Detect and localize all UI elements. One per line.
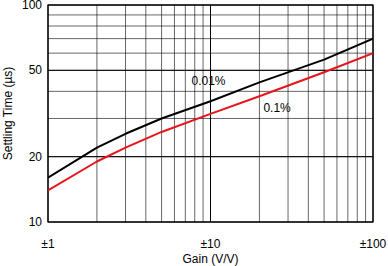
series-labels: 0.01% 0.1% bbox=[191, 74, 291, 115]
minor-grid-line bbox=[194, 5, 195, 222]
x-tick-label: ±10 bbox=[201, 237, 221, 251]
x-tick-label: ±1 bbox=[41, 237, 55, 251]
series-line bbox=[48, 53, 373, 190]
plot-frame bbox=[48, 5, 373, 222]
minor-grid-line bbox=[336, 5, 337, 222]
y-tick-label: 100 bbox=[22, 0, 42, 12]
minor-grid-line bbox=[185, 5, 186, 222]
y-tick-label: 10 bbox=[29, 215, 43, 229]
minor-grid-line bbox=[365, 5, 366, 222]
ticks: ±1 ±10 ±100 10 20 50 100 bbox=[22, 0, 387, 251]
minor-grid-line bbox=[125, 5, 126, 222]
series-group bbox=[48, 39, 373, 191]
x-tick-label: ±100 bbox=[360, 237, 387, 251]
grid-line bbox=[48, 70, 373, 71]
minor-grid-line bbox=[347, 5, 348, 222]
x-axis-title: Gain (V/V) bbox=[182, 252, 238, 266]
minor-grid-line bbox=[308, 5, 309, 222]
minor-grid-line bbox=[48, 156, 373, 157]
minor-grid-line bbox=[96, 5, 97, 222]
minor-grid-line bbox=[324, 5, 325, 222]
chart: ±1 ±10 ±100 10 20 50 100 0.01% 0.1% Gain (V/V) Set… bbox=[0, 0, 388, 266]
minor-grid-line bbox=[357, 5, 358, 222]
series-line bbox=[48, 39, 373, 178]
series-label: 0.1% bbox=[263, 101, 291, 115]
y-axis-title: Settling Time (µs) bbox=[1, 67, 15, 161]
minor-grid-line bbox=[161, 5, 162, 222]
minor-grid-line bbox=[259, 5, 260, 222]
minor-grid-line bbox=[203, 5, 204, 222]
grid-line bbox=[48, 156, 373, 157]
minor-grid-line bbox=[145, 5, 146, 222]
y-tick-label: 20 bbox=[29, 150, 43, 164]
minor-grid bbox=[48, 5, 373, 222]
minor-grid-line bbox=[48, 70, 373, 71]
series-label: 0.01% bbox=[191, 74, 225, 88]
y-tick-label: 50 bbox=[29, 63, 43, 77]
